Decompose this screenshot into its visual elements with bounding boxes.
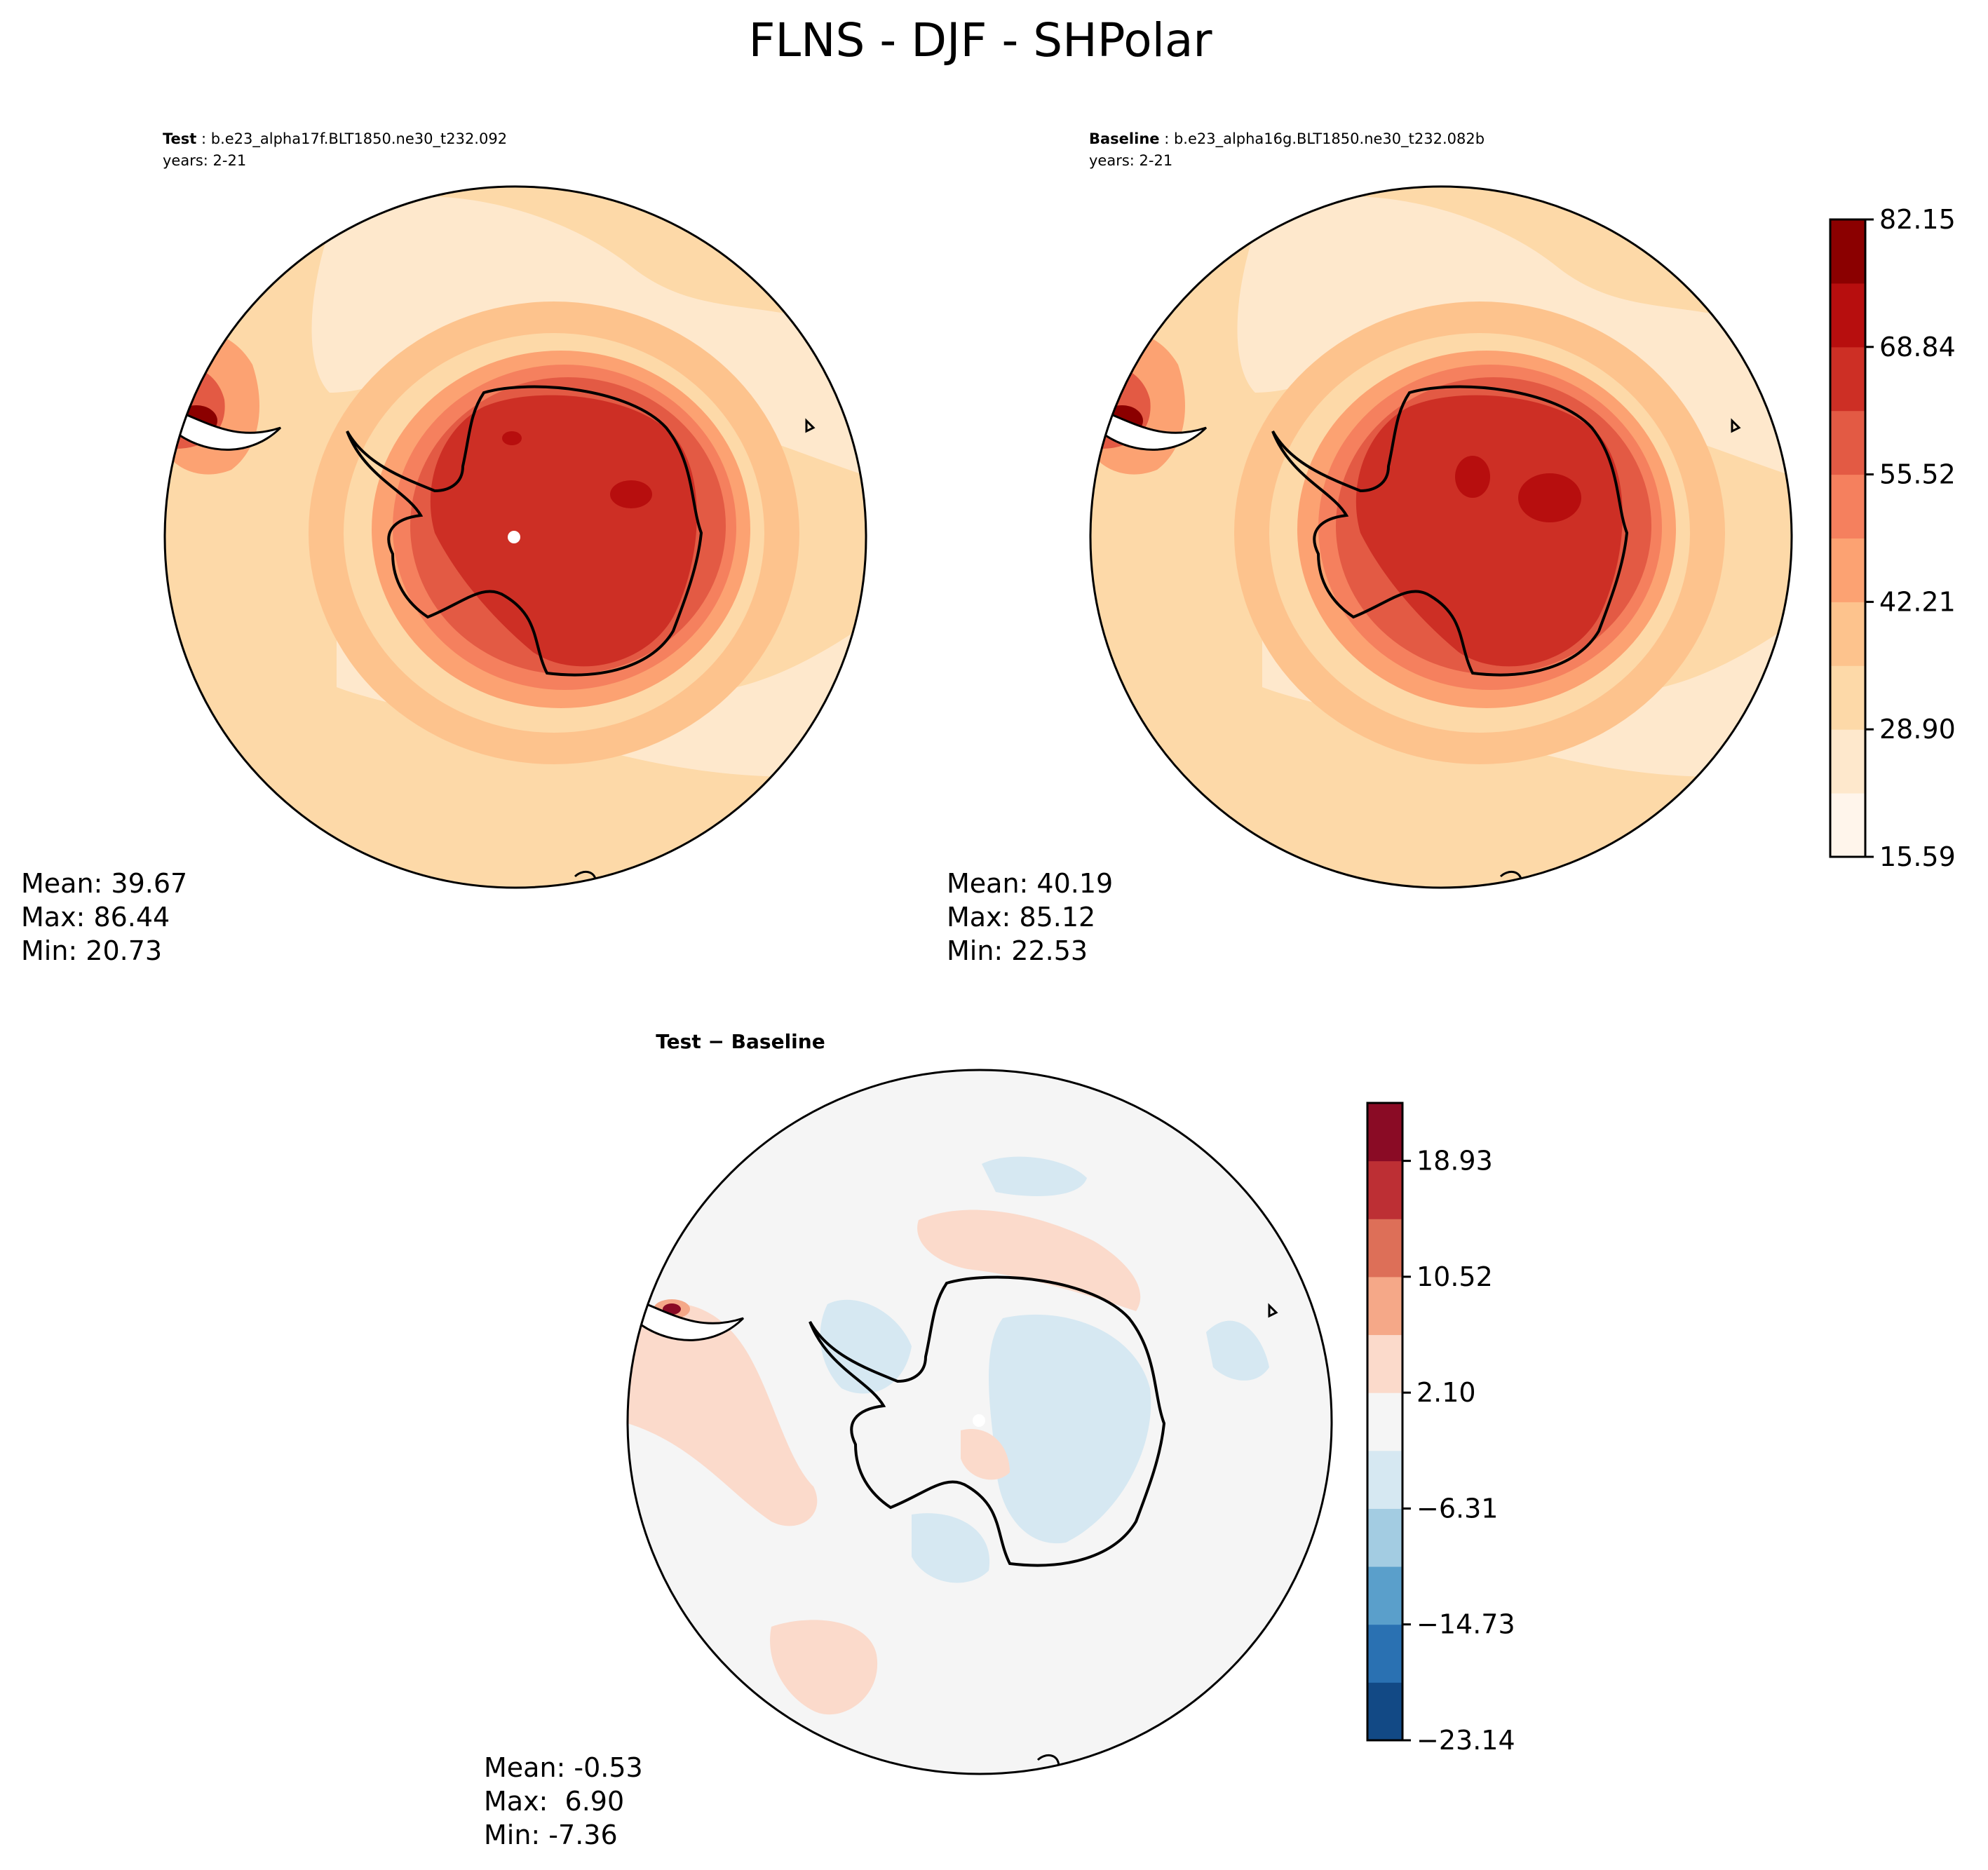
- absolute-colorbar-segment: [1830, 474, 1865, 538]
- diff-field-negative-north: [982, 1156, 1087, 1196]
- difference-colorbar-segment: [1367, 1624, 1402, 1683]
- difference-colorbar-segment: [1367, 1682, 1402, 1741]
- diff-map-boundary: [626, 1069, 1333, 1775]
- difference-colorbar-segment: [1367, 1450, 1402, 1509]
- baseline-field-interior: [1355, 395, 1623, 667]
- diff-coastline-island: [1268, 1303, 1278, 1318]
- figure-title: FLNS - DJF - SHPolar: [748, 13, 1212, 67]
- absolute-colorbar-segment: [1830, 665, 1865, 730]
- difference-colorbar-frame: [1366, 1102, 1404, 1742]
- diff-field-negative-peninsula: [820, 1299, 912, 1394]
- diff-field-positive-ross: [961, 1429, 1010, 1480]
- difference-colorbar-segment: [1367, 1276, 1402, 1336]
- baseline-field-max-spot-2: [1455, 456, 1490, 498]
- baseline-max: Max: 85.12: [947, 902, 1096, 933]
- test-coastline-south-america: [174, 408, 282, 451]
- diff-heading: Test − Baseline: [656, 1030, 825, 1053]
- difference-colorbar-segment: [1367, 1393, 1402, 1451]
- absolute-colorbar-tick-label: 55.52: [1879, 459, 1956, 490]
- difference-colorbar-tick-label: 2.10: [1416, 1377, 1476, 1408]
- baseline-map: [1090, 187, 1792, 888]
- test-field-max-spot-2: [502, 431, 522, 445]
- absolute-colorbar-segment: [1830, 729, 1865, 794]
- difference-colorbar-tick-label: −23.14: [1416, 1725, 1515, 1756]
- absolute-colorbar-segment: [1830, 538, 1865, 602]
- difference-colorbar-tick-label: 18.93: [1416, 1146, 1493, 1177]
- diff-field-positive-south: [770, 1620, 878, 1715]
- difference-colorbar-tick-label: −14.73: [1416, 1609, 1515, 1640]
- diff-min: Min: -7.36: [484, 1820, 618, 1850]
- colorbar-absolute: 15.59 28.90 42.21 55.52 68.84 82.15: [1829, 204, 1956, 872]
- diff-pole-marker: [973, 1414, 985, 1427]
- diff-map: [628, 1070, 1332, 1774]
- baseline-min: Min: 22.53: [947, 935, 1088, 966]
- baseline-coastline: [1271, 385, 1629, 677]
- difference-colorbar-segment: [1367, 1219, 1402, 1278]
- diff-field-positive-north: [917, 1210, 1141, 1311]
- test-coastline: [346, 385, 703, 677]
- diff-coastline: [809, 1275, 1166, 1567]
- diff-coastline-bottom: [1036, 1754, 1060, 1768]
- baseline-map-boundary: [1089, 185, 1793, 889]
- diff-coastline-south-america: [637, 1299, 745, 1341]
- absolute-colorbar-segment: [1830, 602, 1865, 666]
- diff-field-negative-east: [1206, 1320, 1269, 1381]
- diff-mean: Mean: -0.53: [484, 1752, 643, 1783]
- absolute-colorbar-frame: [1829, 218, 1867, 858]
- test-field-max-spot: [610, 480, 652, 508]
- test-map: [165, 187, 866, 888]
- difference-colorbar-segment: [1367, 1334, 1402, 1393]
- test-pole-marker: [508, 531, 520, 543]
- test-map-boundary: [163, 185, 867, 889]
- diff-max: Max: 6.90: [484, 1786, 625, 1817]
- test-min: Min: 20.73: [21, 935, 163, 966]
- test-heading: Test : b.e23_alpha17f.BLT1850.ne30_t232.…: [163, 130, 507, 148]
- absolute-colorbar-tick-label: 28.90: [1879, 714, 1956, 745]
- baseline-coastline-south-america: [1100, 408, 1208, 451]
- test-coastline-island: [805, 418, 816, 433]
- difference-colorbar-segment: [1367, 1103, 1402, 1162]
- test-mean: Mean: 39.67: [21, 868, 188, 899]
- colorbar-difference: −23.14 −14.73 −6.31 2.10 10.52 18.93: [1366, 1102, 1515, 1756]
- absolute-colorbar-segment: [1830, 346, 1865, 412]
- absolute-colorbar-segment: [1830, 219, 1865, 284]
- absolute-colorbar-segment: [1830, 283, 1865, 348]
- baseline-panel: Baseline : b.e23_alpha16g.BLT1850.ne30_t…: [1089, 130, 1793, 889]
- baseline-mean: Mean: 40.19: [947, 868, 1114, 899]
- baseline-years: years: 2-21: [1089, 152, 1172, 169]
- baseline-heading: Baseline : b.e23_alpha16g.BLT1850.ne30_t…: [1089, 130, 1485, 148]
- absolute-colorbar-tick-label: 15.59: [1879, 841, 1956, 872]
- diff-panel: Test − Baseline: [626, 1030, 1333, 1775]
- absolute-colorbar-tick-label: 82.15: [1879, 204, 1956, 235]
- test-field-interior: [430, 395, 697, 667]
- test-years: years: 2-21: [163, 152, 246, 169]
- absolute-colorbar-tick-label: 68.84: [1879, 332, 1956, 363]
- absolute-colorbar-segment: [1830, 793, 1865, 858]
- difference-colorbar-segment: [1367, 1508, 1402, 1567]
- difference-colorbar-segment: [1367, 1160, 1402, 1219]
- test-max: Max: 86.44: [21, 902, 170, 933]
- test-panel: Test : b.e23_alpha17f.BLT1850.ne30_t232.…: [163, 130, 867, 889]
- baseline-coastline-island: [1731, 418, 1741, 433]
- difference-colorbar-tick-label: −6.31: [1416, 1493, 1498, 1524]
- difference-colorbar-segment: [1367, 1566, 1402, 1625]
- diff-field-positive-west: [628, 1303, 818, 1526]
- difference-colorbar-tick-label: 10.52: [1416, 1261, 1493, 1292]
- absolute-colorbar-tick-label: 42.21: [1879, 586, 1956, 617]
- absolute-colorbar-segment: [1830, 410, 1865, 475]
- diff-field-negative-interior: [989, 1314, 1151, 1544]
- baseline-field-max-spot: [1518, 473, 1581, 522]
- diff-field-negative-ross: [912, 1513, 990, 1583]
